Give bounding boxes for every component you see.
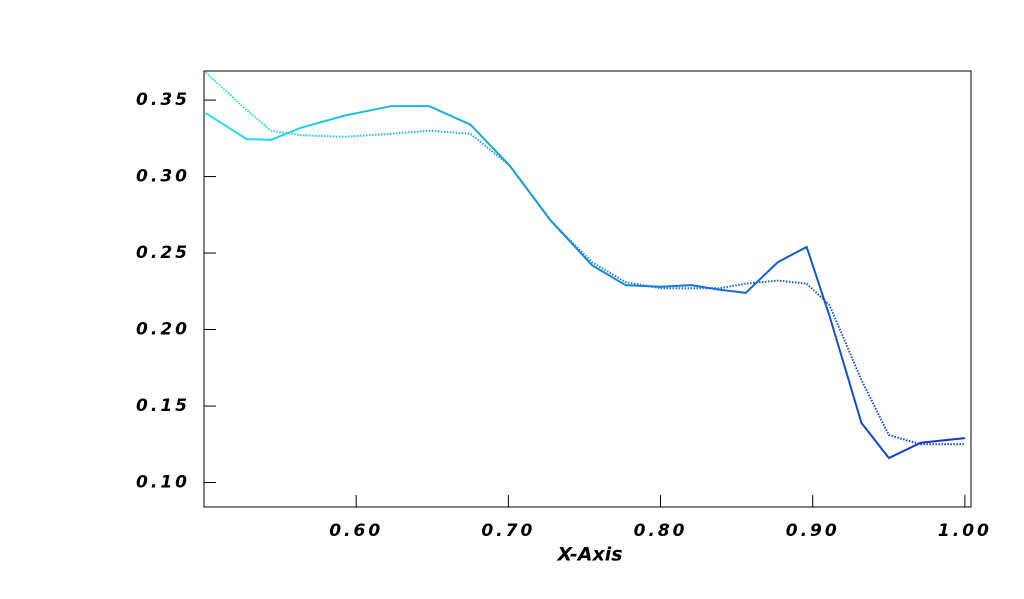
x-tick-label: 0.70	[481, 521, 535, 541]
plot-frame	[203, 70, 972, 508]
y-tick-label: 0.10	[136, 473, 190, 493]
y-tick-label: 0.25	[136, 243, 190, 263]
x-tick-label: 1.00	[938, 521, 992, 541]
x-tick-label: 0.60	[329, 521, 383, 541]
x-axis-label: X-Axis	[556, 544, 622, 566]
y-tick-label: 0.35	[136, 90, 190, 110]
y-tick-label: 0.20	[136, 320, 190, 340]
x-tick-label: 0.90	[786, 521, 840, 541]
x-tick-label: 0.80	[634, 521, 688, 541]
y-tick-label: 0.30	[136, 167, 190, 187]
y-tick-label: 0.15	[136, 396, 190, 416]
series-line	[204, 105, 966, 460]
